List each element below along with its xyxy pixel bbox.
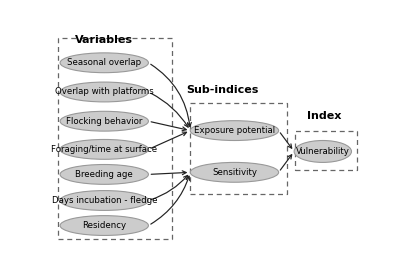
- Ellipse shape: [60, 216, 148, 235]
- Text: Overlap with platforms: Overlap with platforms: [55, 88, 154, 96]
- Text: Vulnerability: Vulnerability: [296, 147, 350, 156]
- Bar: [58, 38, 172, 239]
- Text: Exposure potential: Exposure potential: [194, 126, 275, 135]
- Text: Index: Index: [307, 111, 342, 121]
- Ellipse shape: [60, 82, 148, 102]
- Ellipse shape: [60, 53, 148, 73]
- Ellipse shape: [60, 140, 148, 159]
- Text: Foraging/time at surface: Foraging/time at surface: [51, 145, 157, 154]
- Ellipse shape: [190, 162, 279, 182]
- Text: Sub-indices: Sub-indices: [186, 85, 258, 95]
- Text: Variables: Variables: [75, 35, 133, 45]
- Ellipse shape: [190, 121, 279, 140]
- Text: Breeding age: Breeding age: [75, 170, 133, 179]
- Bar: [190, 104, 287, 194]
- Ellipse shape: [60, 111, 148, 131]
- Text: Flocking behavior: Flocking behavior: [66, 117, 142, 126]
- Text: Days incubation - fledge: Days incubation - fledge: [52, 196, 157, 205]
- Text: Seasonal overlap: Seasonal overlap: [67, 58, 141, 67]
- Ellipse shape: [60, 191, 148, 210]
- Ellipse shape: [60, 164, 148, 184]
- Ellipse shape: [294, 140, 352, 162]
- Text: Residency: Residency: [82, 221, 126, 230]
- Text: Sensitivity: Sensitivity: [212, 168, 257, 177]
- Bar: [295, 131, 357, 170]
